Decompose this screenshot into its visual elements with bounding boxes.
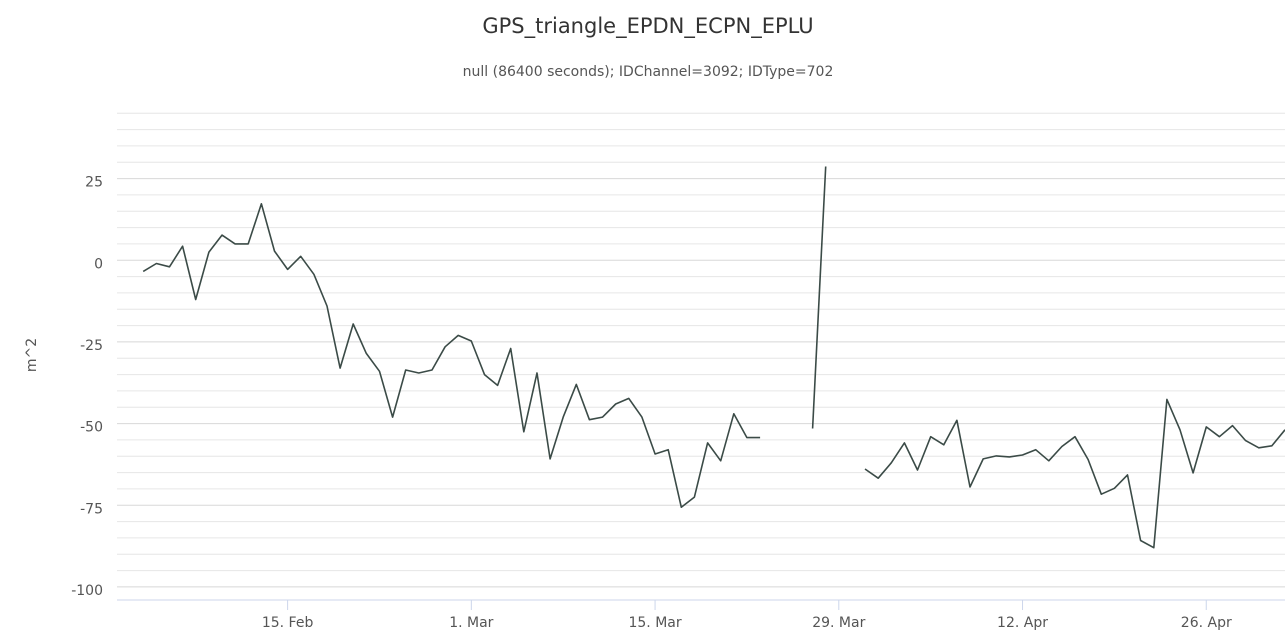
y-tick-label: 25	[85, 175, 103, 191]
x-tick-label: 15. Mar	[628, 615, 681, 631]
x-tick-label: 29. Mar	[812, 615, 865, 631]
x-tick-label: 15. Feb	[262, 615, 314, 631]
y-tick-label: -25	[80, 338, 103, 354]
y-tick-label: -50	[80, 420, 103, 436]
y-tick-label: -100	[71, 583, 103, 599]
chart-title: GPS_triangle_EPDN_ECPN_EPLU	[482, 14, 813, 39]
x-tick-label: 12. Apr	[997, 615, 1048, 631]
y-axis-label: m^2	[24, 338, 40, 372]
x-tick-label: 26. Apr	[1181, 615, 1232, 631]
chart-subtitle: null (86400 seconds); IDChannel=3092; ID…	[463, 64, 834, 80]
y-tick-label: 0	[94, 256, 103, 272]
y-tick-label: -75	[80, 501, 103, 517]
x-tick-label: 1. Mar	[449, 615, 493, 631]
data-line	[142, 166, 1285, 549]
